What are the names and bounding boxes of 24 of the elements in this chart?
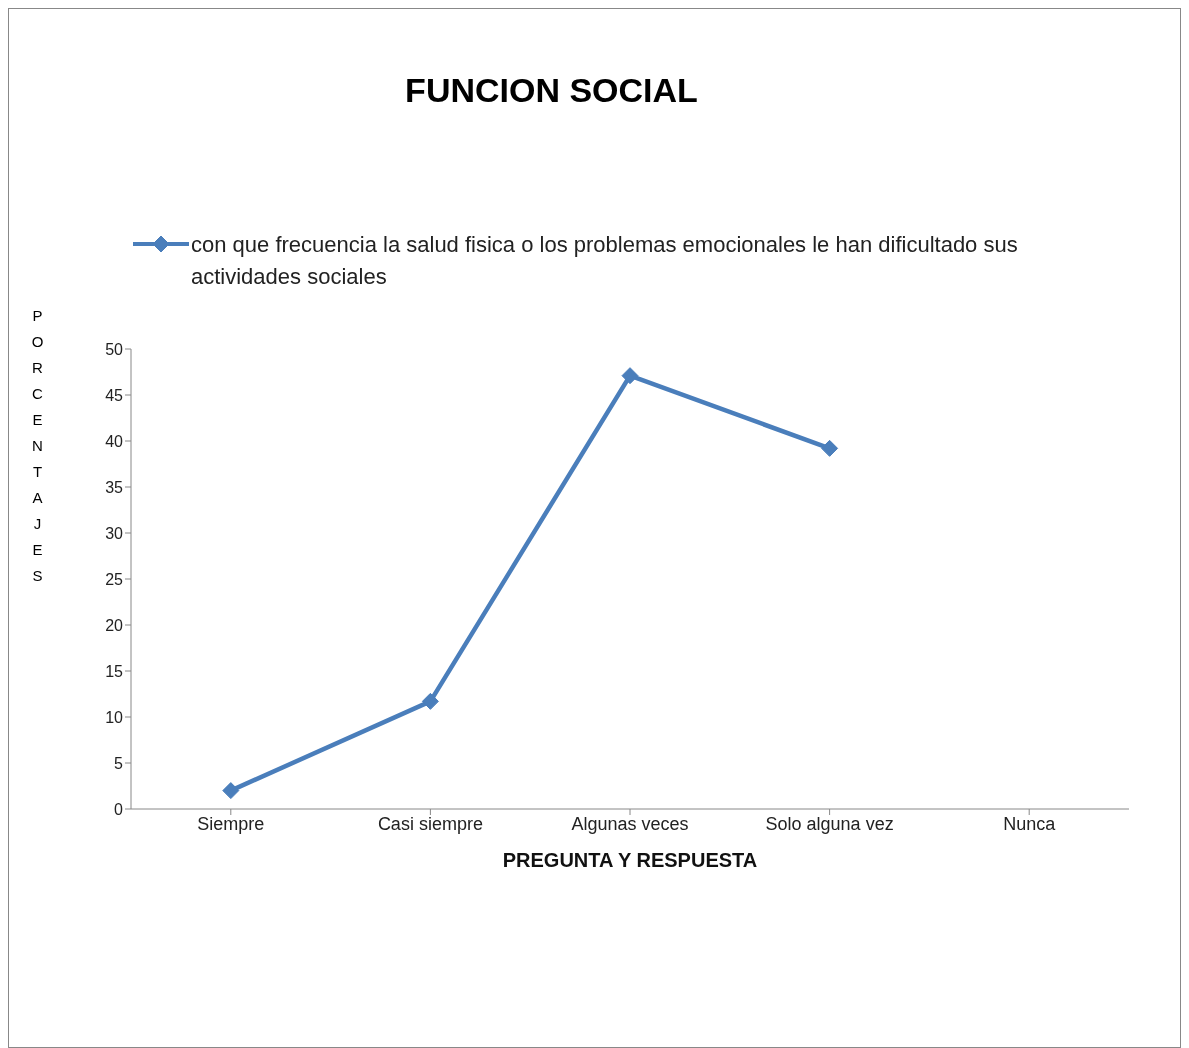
x-tick-label: Solo alguna vez (765, 813, 894, 834)
y-tick-label: 20 (105, 616, 124, 634)
y-tick-label: 50 (105, 340, 124, 358)
point (421, 692, 439, 710)
y-tick-label: 0 (114, 800, 124, 818)
y-axis-title: PORCENTAJES (29, 307, 46, 593)
x-tick-label: Algunas veces (571, 813, 689, 834)
point (821, 439, 839, 457)
x-tick-label: Siempre (197, 813, 265, 834)
legend-label: con que frecuencia la salud fisica o los problemas emocionales le han dificultado sus actividades sociales (191, 231, 1019, 291)
x-tick-label: Casi siempre (377, 813, 483, 834)
point (621, 367, 639, 385)
y-tick-label: 30 (105, 524, 124, 542)
point (222, 782, 240, 800)
chart-title: FUNCION SOCIAL (404, 71, 699, 110)
y-tick-label: 25 (105, 570, 124, 588)
y-tick-label: 15 (105, 662, 124, 680)
x-tick-label: Nunca (1003, 813, 1057, 834)
y-tick-label: 35 (105, 478, 124, 496)
y-tick-label: 45 (105, 386, 124, 404)
x-axis-title: PREGUNTA Y RESPUESTA (502, 849, 758, 871)
y-tick-label: 10 (105, 708, 124, 726)
y-tick-label: 40 (105, 432, 124, 450)
y-tick-label: 5 (114, 754, 124, 772)
